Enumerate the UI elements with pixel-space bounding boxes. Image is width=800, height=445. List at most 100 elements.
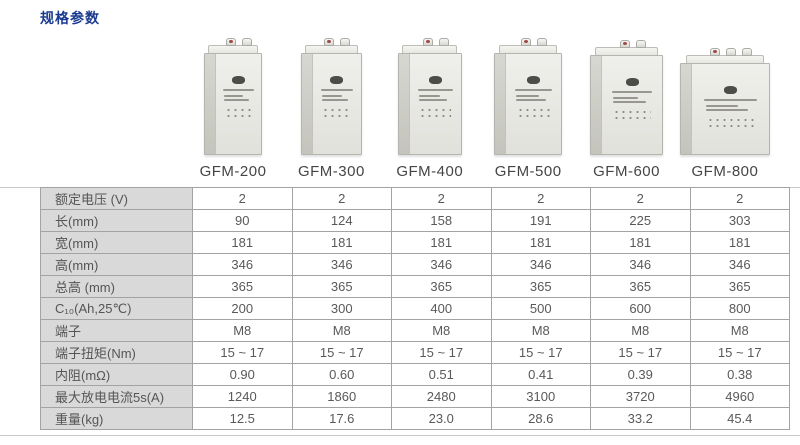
product-name: GFM-200 <box>199 163 267 180</box>
cell: 346 <box>391 253 492 276</box>
battery-image <box>300 38 362 155</box>
cell: 15 ~ 17 <box>391 341 492 364</box>
product-name: GFM-300 <box>297 163 365 180</box>
cell: 45.4 <box>689 407 790 430</box>
positive-terminal-icon <box>422 38 433 46</box>
cell: 800 <box>689 297 790 320</box>
battery-top <box>305 45 358 53</box>
battery-front-face <box>691 64 769 154</box>
battery-side-face <box>495 54 507 154</box>
spec-table: 额定电压 (V) 2 2 2 2 2 2 长(mm) 90 124 158 19… <box>40 187 790 430</box>
certification-marks <box>224 107 253 121</box>
cell: 365 <box>490 275 591 298</box>
cell: 181 <box>590 231 691 254</box>
cell: M8 <box>192 319 293 342</box>
battery-terminals <box>709 48 752 56</box>
positive-terminal-icon <box>324 38 335 46</box>
cell: 500 <box>490 297 591 320</box>
battery-body <box>590 55 664 155</box>
cell: 365 <box>391 275 492 298</box>
positive-terminal-icon <box>619 40 630 48</box>
certification-marks <box>613 109 651 123</box>
positive-terminal-icon <box>521 38 532 46</box>
cell: 2 <box>490 187 591 210</box>
terminal-icon <box>725 48 736 56</box>
row-label: 长(mm) <box>40 209 193 232</box>
brand-logo-icon <box>527 76 541 84</box>
cell: 90 <box>192 209 293 232</box>
cell: 200 <box>192 297 293 320</box>
table-row-width: 宽(mm) 181 181 181 181 181 181 <box>40 231 790 254</box>
battery-side-face <box>205 54 216 154</box>
battery-front-face <box>409 54 461 154</box>
cell: 2 <box>391 187 492 210</box>
cell: M8 <box>391 319 492 342</box>
cell: 181 <box>689 231 790 254</box>
battery-terminals <box>324 38 351 46</box>
product-image-strip: GFM-200 GFM-300 <box>186 30 772 180</box>
battery-terminals <box>422 38 449 46</box>
cell: 15 ~ 17 <box>590 341 691 364</box>
table-row-capacity: C₁₀(Ah,25℃) 200 300 400 500 600 800 <box>40 297 790 320</box>
negative-terminal-icon <box>340 38 351 46</box>
cell: 15 ~ 17 <box>490 341 591 364</box>
battery-front-face <box>506 54 562 154</box>
brand-logo-icon <box>723 86 737 94</box>
battery-body <box>300 53 362 155</box>
product-gfm-200: GFM-200 <box>186 30 280 180</box>
cell: 17.6 <box>291 407 392 430</box>
row-label: 宽(mm) <box>40 231 193 254</box>
product-gfm-300: GFM-300 <box>284 30 378 180</box>
brand-logo-icon <box>428 76 442 84</box>
cell: 225 <box>590 209 691 232</box>
cell: 23.0 <box>391 407 492 430</box>
battery-image <box>204 38 262 155</box>
table-row-terminal-torque: 端子扭矩(Nm) 15 ~ 17 15 ~ 17 15 ~ 17 15 ~ 17… <box>40 341 790 364</box>
cell: 2480 <box>391 385 492 408</box>
battery-body <box>204 53 262 155</box>
battery-image <box>397 38 462 155</box>
battery-top <box>402 45 458 53</box>
negative-terminal-icon <box>635 40 646 48</box>
cell: 124 <box>291 209 392 232</box>
product-name: GFM-600 <box>593 163 660 180</box>
cell: 181 <box>391 231 492 254</box>
cell: 28.6 <box>490 407 591 430</box>
table-row-length: 长(mm) 90 124 158 191 225 303 <box>40 209 790 232</box>
positive-terminal-icon <box>709 48 720 56</box>
cell: 191 <box>490 209 591 232</box>
table-row-total-height: 总高 (mm) 365 365 365 365 365 365 <box>40 275 790 298</box>
row-label: 重量(kg) <box>40 407 193 430</box>
cell: M8 <box>689 319 790 342</box>
cell: 3100 <box>490 385 591 408</box>
cell: 300 <box>291 297 392 320</box>
cell: 0.90 <box>192 363 293 386</box>
cell: 346 <box>490 253 591 276</box>
cell: M8 <box>590 319 691 342</box>
certification-marks <box>419 107 452 121</box>
bottom-divider <box>0 435 800 436</box>
battery-terminals <box>521 38 548 46</box>
cell: 0.38 <box>689 363 790 386</box>
row-label: 额定电压 (V) <box>40 187 193 210</box>
battery-body <box>679 63 770 155</box>
battery-top <box>595 47 658 55</box>
negative-terminal-icon <box>438 38 449 46</box>
cell: 365 <box>590 275 691 298</box>
page-title: 规格参数 <box>40 10 100 26</box>
cell: 346 <box>192 253 293 276</box>
battery-side-face <box>301 54 313 154</box>
cell: 365 <box>291 275 392 298</box>
cell: 0.39 <box>590 363 691 386</box>
battery-front-face <box>602 56 663 154</box>
cell: 2 <box>291 187 392 210</box>
cell: 158 <box>391 209 492 232</box>
certification-marks <box>322 107 352 121</box>
negative-terminal-icon <box>741 48 752 56</box>
brand-logo-icon <box>330 76 344 84</box>
negative-terminal-icon <box>537 38 548 46</box>
battery-body <box>397 53 462 155</box>
battery-terminals <box>226 38 252 46</box>
product-gfm-800: GFM-800 <box>678 30 772 180</box>
battery-image <box>590 40 664 155</box>
